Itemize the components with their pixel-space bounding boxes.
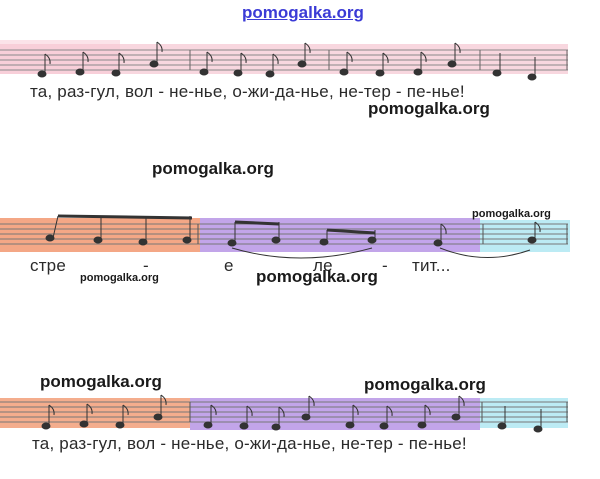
staff-2-syllable-3: е bbox=[224, 256, 234, 275]
watermark-6: pomogalka.org bbox=[40, 372, 162, 391]
staff-2-syllable-4: ле bbox=[313, 256, 333, 275]
watermark-2: pomogalka.org bbox=[152, 159, 274, 178]
staff-2-syllable-1: стре bbox=[30, 256, 66, 275]
watermark-3: pomogalka.org bbox=[472, 208, 551, 220]
staff-1-lines bbox=[0, 49, 568, 71]
staff-2-syllable-6: тит... bbox=[412, 256, 451, 275]
watermark-4: pomogalka.org bbox=[80, 272, 159, 284]
watermark-7: pomogalka.org bbox=[364, 375, 486, 394]
watermark-5: pomogalka.org bbox=[256, 267, 378, 286]
watermark-1: pomogalka.org bbox=[368, 99, 490, 118]
staff-3-lyrics: та, раз-гул, вол - не-нье, о-жи-да-нье, … bbox=[32, 434, 467, 453]
site-title[interactable]: pomogalka.org bbox=[242, 3, 364, 22]
staff-2-syllable-2: - bbox=[143, 256, 149, 275]
staff-2-syllable-5: - bbox=[382, 256, 388, 275]
staff-1-lyrics: та, раз-гул, вол - не-нье, о-жи-да-нье, … bbox=[30, 82, 465, 101]
staff-2-lines bbox=[0, 223, 568, 245]
